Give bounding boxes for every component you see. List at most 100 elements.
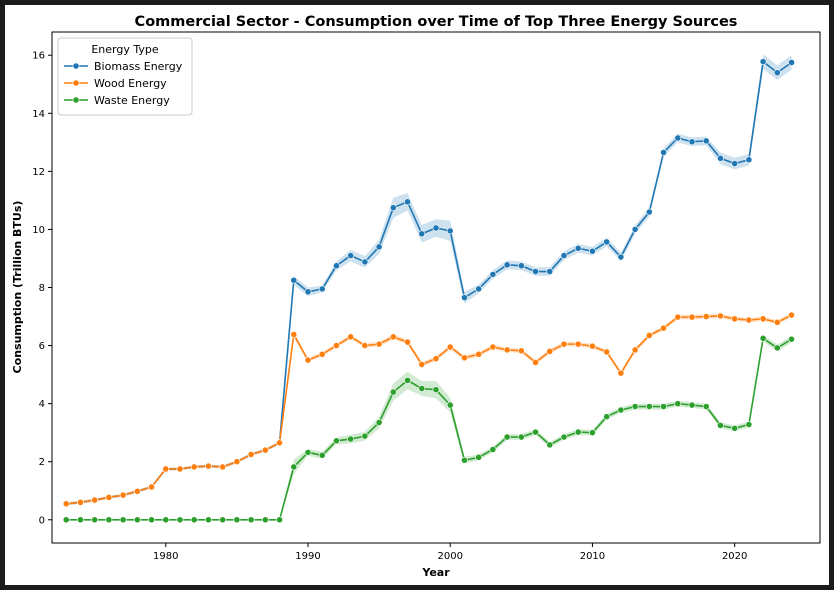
y-axis-label: Consumption (Trillion BTUs)	[11, 201, 24, 374]
y-tick-label: 8	[39, 283, 45, 294]
wood-energy-point	[418, 361, 426, 368]
wood-energy-point	[517, 347, 525, 355]
chart-title: Commercial Sector - Consumption over Tim…	[135, 14, 738, 30]
waste-energy-point	[660, 403, 667, 410]
waste-energy-point	[759, 334, 767, 342]
biomass-energy-point	[688, 138, 696, 146]
y-tick-label: 16	[32, 51, 45, 62]
biomass-energy-point	[375, 243, 383, 251]
waste-energy-point	[532, 428, 539, 436]
biomass-energy-point	[361, 258, 369, 266]
legend-label-biomass-energy: Biomass Energy	[94, 60, 183, 73]
wood-energy-point	[290, 331, 298, 338]
waste-energy-point	[162, 516, 170, 524]
series-lines	[66, 60, 793, 521]
x-axis-label: Year	[421, 566, 450, 579]
wood-energy-point	[404, 338, 411, 346]
x-tick-label: 2010	[580, 551, 605, 562]
legend-label-wood-energy: Wood Energy	[94, 77, 167, 90]
legend: Energy Type Biomass Energy Wood Energy Was…	[57, 37, 193, 116]
wood-energy-point	[333, 342, 340, 349]
waste-energy-point	[574, 428, 582, 436]
biomass-energy-line	[66, 60, 793, 505]
waste-energy-point	[745, 421, 753, 428]
wood-energy-point	[560, 340, 568, 348]
wood-energy-point	[91, 496, 99, 504]
biomass-energy-point	[603, 238, 611, 246]
biomass-energy-point	[674, 134, 682, 142]
wood-energy-point	[660, 324, 667, 332]
wood-energy-point	[361, 342, 369, 349]
legend-marker-biomass-energy	[72, 62, 80, 70]
legend-label-waste-energy: Waste Energy	[94, 94, 170, 107]
wood-energy-point	[176, 465, 184, 473]
waste-energy-point	[205, 516, 212, 524]
wood-energy-point	[702, 313, 710, 320]
waste-energy-point	[489, 446, 497, 453]
waste-energy-point	[290, 463, 298, 471]
wood-energy-point	[532, 359, 539, 366]
waste-energy-point	[631, 403, 639, 410]
wood-energy-point	[261, 446, 269, 454]
biomass-energy-point	[631, 226, 639, 233]
biomass-energy-point	[503, 261, 511, 269]
wood-energy-point	[645, 332, 653, 339]
wood-energy-point	[105, 494, 113, 501]
wood-energy-point	[190, 463, 198, 471]
wood-energy-point	[788, 311, 795, 319]
wood-energy-point	[546, 347, 554, 355]
waste-energy-point	[546, 441, 554, 449]
series-markers	[62, 58, 795, 524]
waste-energy-point	[773, 344, 781, 352]
wood-energy-point	[446, 343, 454, 351]
legend-marker-wood-energy	[72, 79, 80, 87]
waste-energy-point	[702, 403, 710, 410]
chart-figure: Commercial Sector - Consumption over Tim…	[5, 5, 829, 585]
biomass-energy-point	[788, 59, 795, 66]
waste-energy-point	[347, 435, 355, 443]
waste-energy-point	[461, 456, 468, 464]
waste-energy-point	[603, 413, 611, 421]
wood-energy-point	[759, 315, 767, 323]
wood-energy-point	[148, 483, 155, 491]
biomass-energy-point	[589, 247, 596, 255]
biomass-energy-point	[404, 198, 411, 206]
wood-energy-point	[318, 350, 326, 358]
wood-energy-point	[574, 340, 582, 348]
waste-energy-point	[717, 422, 724, 429]
wood-energy-point	[617, 369, 625, 377]
waste-energy-point	[190, 516, 198, 524]
wood-energy-point	[731, 315, 739, 323]
y-tick-label: 2	[39, 457, 45, 468]
wood-energy-point	[62, 500, 70, 508]
biomass-energy-point	[731, 160, 739, 167]
wood-energy-point	[603, 348, 611, 356]
biomass-energy-point	[660, 149, 667, 156]
waste-energy-point	[62, 516, 70, 524]
wood-energy-point	[461, 354, 468, 362]
wood-energy-point	[77, 498, 84, 506]
waste-energy-point	[517, 433, 525, 441]
y-tick-label: 12	[32, 167, 45, 178]
y-tick-label: 10	[32, 225, 45, 236]
wood-energy-line	[66, 314, 792, 505]
waste-energy-point	[176, 516, 184, 524]
biomass-energy-point	[560, 252, 568, 259]
wood-energy-point	[745, 316, 753, 324]
wood-energy-point	[589, 342, 596, 350]
wood-energy-point	[119, 491, 127, 499]
biomass-energy-point	[702, 137, 710, 145]
waste-energy-point	[304, 449, 312, 456]
waste-energy-point	[276, 516, 283, 524]
biomass-energy-point	[759, 58, 767, 66]
biomass-energy-point	[717, 154, 724, 162]
waste-energy-point	[432, 386, 440, 394]
biomass-energy-point	[773, 69, 781, 77]
waste-energy-point	[77, 516, 84, 524]
y-tick-label: 14	[32, 109, 45, 120]
waste-energy-point	[333, 437, 340, 445]
waste-energy-point	[261, 516, 269, 524]
wood-energy-point	[389, 333, 397, 341]
biomass-energy-point	[290, 276, 298, 284]
wood-energy-point	[773, 318, 781, 326]
